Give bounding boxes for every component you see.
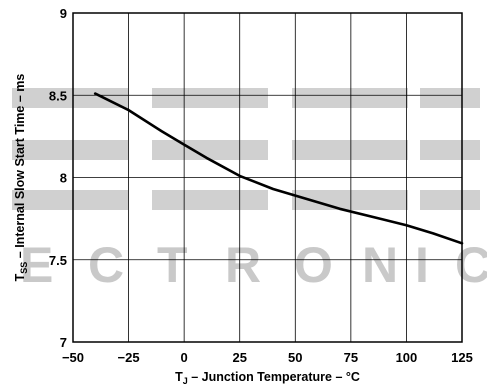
watermark-block	[292, 88, 408, 108]
y-tick-label: 8.5	[49, 88, 67, 103]
grid	[73, 13, 462, 342]
x-tick-label: 50	[288, 350, 302, 365]
watermark-letter: R	[225, 237, 261, 293]
x-axis-title: TJ – Junction Temperature – °C	[175, 370, 360, 386]
y-tick-label: 7.5	[49, 253, 67, 268]
x-tick-label: −25	[118, 350, 140, 365]
plot-frame	[72, 12, 463, 343]
watermark-letter: N	[362, 237, 398, 293]
x-tick-label: 100	[396, 350, 418, 365]
series-line	[93, 92, 464, 245]
watermark-block	[420, 190, 480, 210]
x-tick-label: 0	[181, 350, 188, 365]
y-tick-label: 9	[60, 6, 67, 21]
watermark-letter: T	[157, 237, 188, 293]
x-axis-title-rest: – Junction Temperature – °C	[188, 370, 360, 384]
watermark-letter: I	[415, 237, 429, 293]
x-axis-title-main: T	[175, 370, 183, 384]
x-tick-label: 75	[344, 350, 358, 365]
y-tick-label: 8	[60, 171, 67, 186]
watermark-block	[420, 140, 480, 160]
y-axis-title-main: T	[13, 273, 27, 281]
y-axis-title-rest: – Internal Slow Start Time – ms	[13, 74, 27, 262]
watermark-block	[292, 190, 408, 210]
tick-labels: −50 −25 0 25 50 75 100 125 7 7.5 8 8.5 9	[49, 6, 473, 365]
y-tick-label: 7	[60, 335, 67, 350]
watermark-letter: C	[455, 237, 487, 293]
watermark-letter: C	[88, 237, 124, 293]
watermark-letter: E	[20, 237, 53, 293]
x-tick-label: 125	[451, 350, 473, 365]
series-group	[93, 92, 464, 245]
watermark-block	[12, 140, 128, 160]
watermark-block	[292, 140, 408, 160]
y-axis-title-subscript: SS	[19, 262, 29, 274]
watermark-block	[420, 88, 480, 108]
watermark-block	[12, 88, 128, 108]
watermark-block	[152, 190, 268, 210]
x-axis-title-subscript: J	[183, 376, 188, 386]
watermark-block	[152, 140, 268, 160]
watermark-block	[152, 88, 268, 108]
x-tick-label: 25	[232, 350, 246, 365]
watermark-block	[12, 190, 128, 210]
x-tick-label: −50	[62, 350, 84, 365]
y-axis-title: TSS – Internal Slow Start Time – ms	[13, 74, 29, 282]
watermark-letter: O	[294, 237, 333, 293]
